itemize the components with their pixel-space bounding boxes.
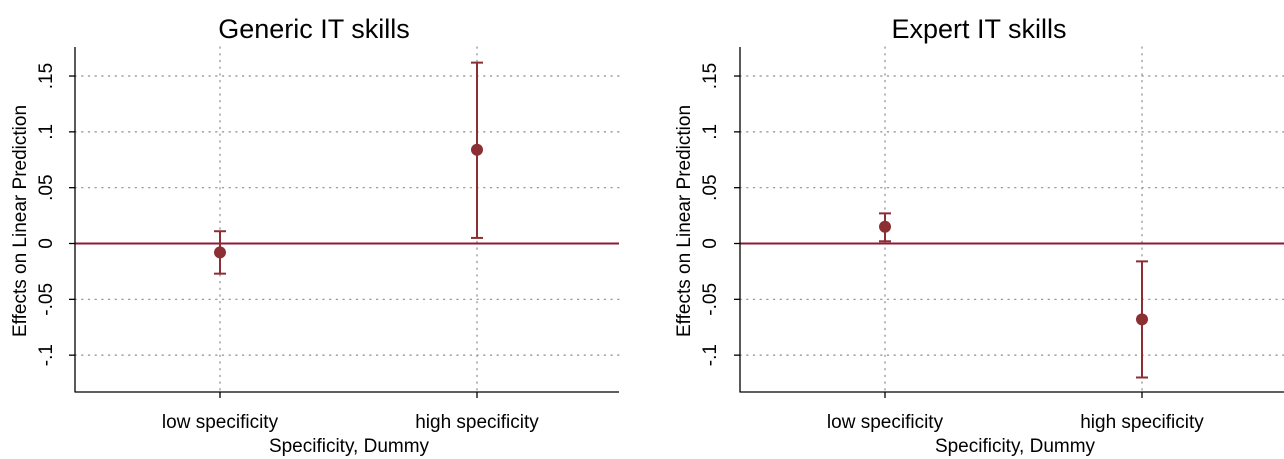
x-tick-label: high specificity: [415, 412, 539, 433]
y-tick-label: .05: [36, 174, 57, 200]
y-tick-label: -.05: [700, 283, 721, 316]
y-tick-label: -.1: [36, 344, 57, 366]
panel-generic-it-skills: Generic IT skills Specificity, Dummy Eff…: [10, 14, 620, 457]
y-tick-label: -.05: [36, 283, 57, 316]
y-tick-label: .15: [700, 63, 721, 89]
data-point: [879, 220, 891, 233]
chart-title: Generic IT skills: [218, 14, 410, 44]
y-axis-title: Effects on Linear Prediction: [674, 105, 695, 337]
y-tick-label: 0: [700, 238, 721, 249]
y-tick-label: .15: [36, 63, 57, 89]
x-tick-label: low specificity: [827, 412, 944, 433]
data-point: [471, 143, 483, 156]
y-tick-label: .1: [36, 124, 57, 140]
x-axis-title: Specificity, Dummy: [269, 436, 430, 457]
y-tick-label: -.1: [700, 344, 721, 366]
y-axis-title: Effects on Linear Prediction: [10, 105, 31, 337]
y-tick-label: .05: [700, 174, 721, 200]
x-tick-label: low specificity: [162, 412, 279, 433]
data-point: [1136, 313, 1148, 326]
panel-expert-it-skills: Expert IT skills Specificity, Dummy Effe…: [674, 14, 1284, 457]
chart-title: Expert IT skills: [891, 14, 1066, 44]
y-tick-label: 0: [36, 238, 57, 249]
data-point: [214, 246, 226, 259]
y-tick-label: .1: [700, 124, 721, 140]
x-axis-title: Specificity, Dummy: [935, 436, 1096, 457]
x-tick-label: high specificity: [1080, 412, 1204, 433]
